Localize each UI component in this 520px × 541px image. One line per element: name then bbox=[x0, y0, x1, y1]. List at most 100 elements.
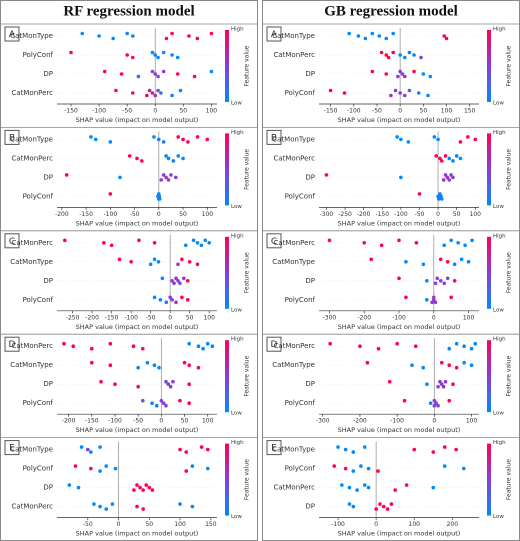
colorbar-label: Feature value bbox=[506, 459, 513, 500]
shap-point bbox=[182, 276, 186, 281]
shap-point bbox=[421, 262, 426, 267]
shap-point bbox=[175, 72, 180, 76]
shap-point bbox=[171, 159, 176, 163]
shap-point bbox=[98, 504, 102, 509]
shap-point bbox=[402, 74, 407, 79]
shap-point bbox=[153, 93, 158, 98]
shap-point bbox=[186, 140, 190, 144]
x-tick-label: 50 bbox=[453, 211, 461, 218]
shap-point bbox=[98, 445, 102, 449]
shap-point bbox=[366, 466, 371, 471]
x-tick-label: -50 bbox=[130, 211, 140, 218]
shap-point bbox=[85, 447, 90, 452]
x-tick-label: 0 bbox=[432, 314, 436, 321]
x-tick-label: 0 bbox=[117, 521, 121, 528]
colorbar-high: High bbox=[231, 130, 244, 136]
shap-point bbox=[433, 300, 438, 305]
x-tick-label: 0 bbox=[168, 314, 172, 321]
shap-point bbox=[176, 279, 180, 283]
x-tick-label: 0 bbox=[398, 108, 402, 115]
shap-point bbox=[159, 91, 163, 95]
shap-point bbox=[397, 276, 401, 281]
shap-point bbox=[161, 140, 166, 144]
shap-point bbox=[64, 173, 69, 177]
shap-point bbox=[125, 31, 129, 36]
shap-point bbox=[452, 279, 457, 283]
shap-point bbox=[137, 238, 141, 243]
shap-point bbox=[462, 360, 466, 365]
panel-label-box bbox=[4, 336, 20, 352]
colorbar bbox=[487, 133, 491, 206]
shap-point bbox=[414, 241, 419, 245]
shap-point bbox=[473, 137, 478, 142]
shap-point bbox=[152, 135, 156, 139]
x-tick-label: -150 bbox=[105, 314, 119, 321]
shap-point bbox=[178, 88, 183, 93]
shap-point bbox=[76, 485, 81, 490]
shap-point bbox=[454, 341, 459, 346]
shap-point bbox=[166, 382, 171, 386]
x-tick-label: -150 bbox=[85, 418, 99, 425]
shap-point bbox=[441, 178, 446, 182]
shap-point bbox=[166, 178, 171, 182]
shap-point bbox=[176, 262, 180, 267]
panel-label-box bbox=[266, 336, 282, 352]
shap-point bbox=[351, 469, 356, 473]
shap-point bbox=[458, 140, 463, 144]
shap-point bbox=[402, 398, 407, 403]
shap-point bbox=[391, 50, 396, 55]
x-tick-label: 100 bbox=[466, 418, 478, 425]
shap-point bbox=[384, 36, 389, 41]
colorbar-high: High bbox=[493, 130, 506, 136]
x-tick-label: 0 bbox=[159, 418, 163, 425]
shap-point bbox=[442, 34, 447, 38]
x-tick-label: 100 bbox=[203, 314, 215, 321]
shap-point bbox=[153, 53, 158, 57]
shap-point bbox=[89, 346, 94, 351]
shap-point bbox=[168, 295, 172, 300]
shap-point bbox=[438, 156, 442, 161]
colorbar bbox=[225, 30, 229, 102]
shap-point bbox=[161, 69, 166, 74]
shap-point bbox=[417, 192, 422, 196]
feature-label: DP bbox=[305, 173, 315, 181]
shap-point bbox=[205, 341, 210, 346]
shap-point bbox=[152, 257, 157, 262]
panel-label: B bbox=[9, 133, 15, 143]
shap-point bbox=[444, 36, 449, 41]
shap-point bbox=[138, 485, 142, 490]
shap-point bbox=[445, 260, 450, 264]
shap-point bbox=[164, 36, 169, 41]
x-axis-label: SHAP value (impact on model output) bbox=[338, 426, 461, 434]
shap-point bbox=[432, 403, 437, 408]
shap-point bbox=[150, 91, 155, 95]
shap-point bbox=[118, 175, 122, 180]
shap-point bbox=[384, 72, 389, 76]
shap-point bbox=[436, 137, 440, 142]
shap-point bbox=[136, 74, 141, 79]
column-frame bbox=[262, 0, 520, 541]
shap-point bbox=[389, 93, 393, 98]
shap-point bbox=[447, 178, 452, 182]
shap-point bbox=[170, 31, 174, 36]
shap-point bbox=[363, 36, 368, 41]
shap-point bbox=[130, 34, 135, 38]
shap-point bbox=[369, 257, 373, 262]
shap-point bbox=[89, 466, 93, 471]
feature-label: CatMonType bbox=[10, 361, 53, 369]
shap-point bbox=[152, 241, 157, 245]
shap-point bbox=[69, 50, 73, 55]
colorbar-label: Feature value bbox=[244, 149, 251, 190]
feature-label: DP bbox=[43, 380, 53, 388]
shap-point bbox=[342, 91, 347, 95]
shap-point bbox=[210, 344, 215, 348]
x-tick-label: 50 bbox=[145, 521, 153, 528]
shap-point bbox=[173, 175, 178, 180]
shap-point bbox=[147, 485, 152, 490]
shap-point bbox=[157, 197, 162, 201]
panel-label-box bbox=[4, 233, 20, 249]
x-tick-label: 100 bbox=[463, 314, 475, 321]
x-tick-label: 150 bbox=[464, 108, 476, 115]
shap-point bbox=[431, 295, 436, 300]
x-tick-label: -100 bbox=[392, 314, 406, 321]
